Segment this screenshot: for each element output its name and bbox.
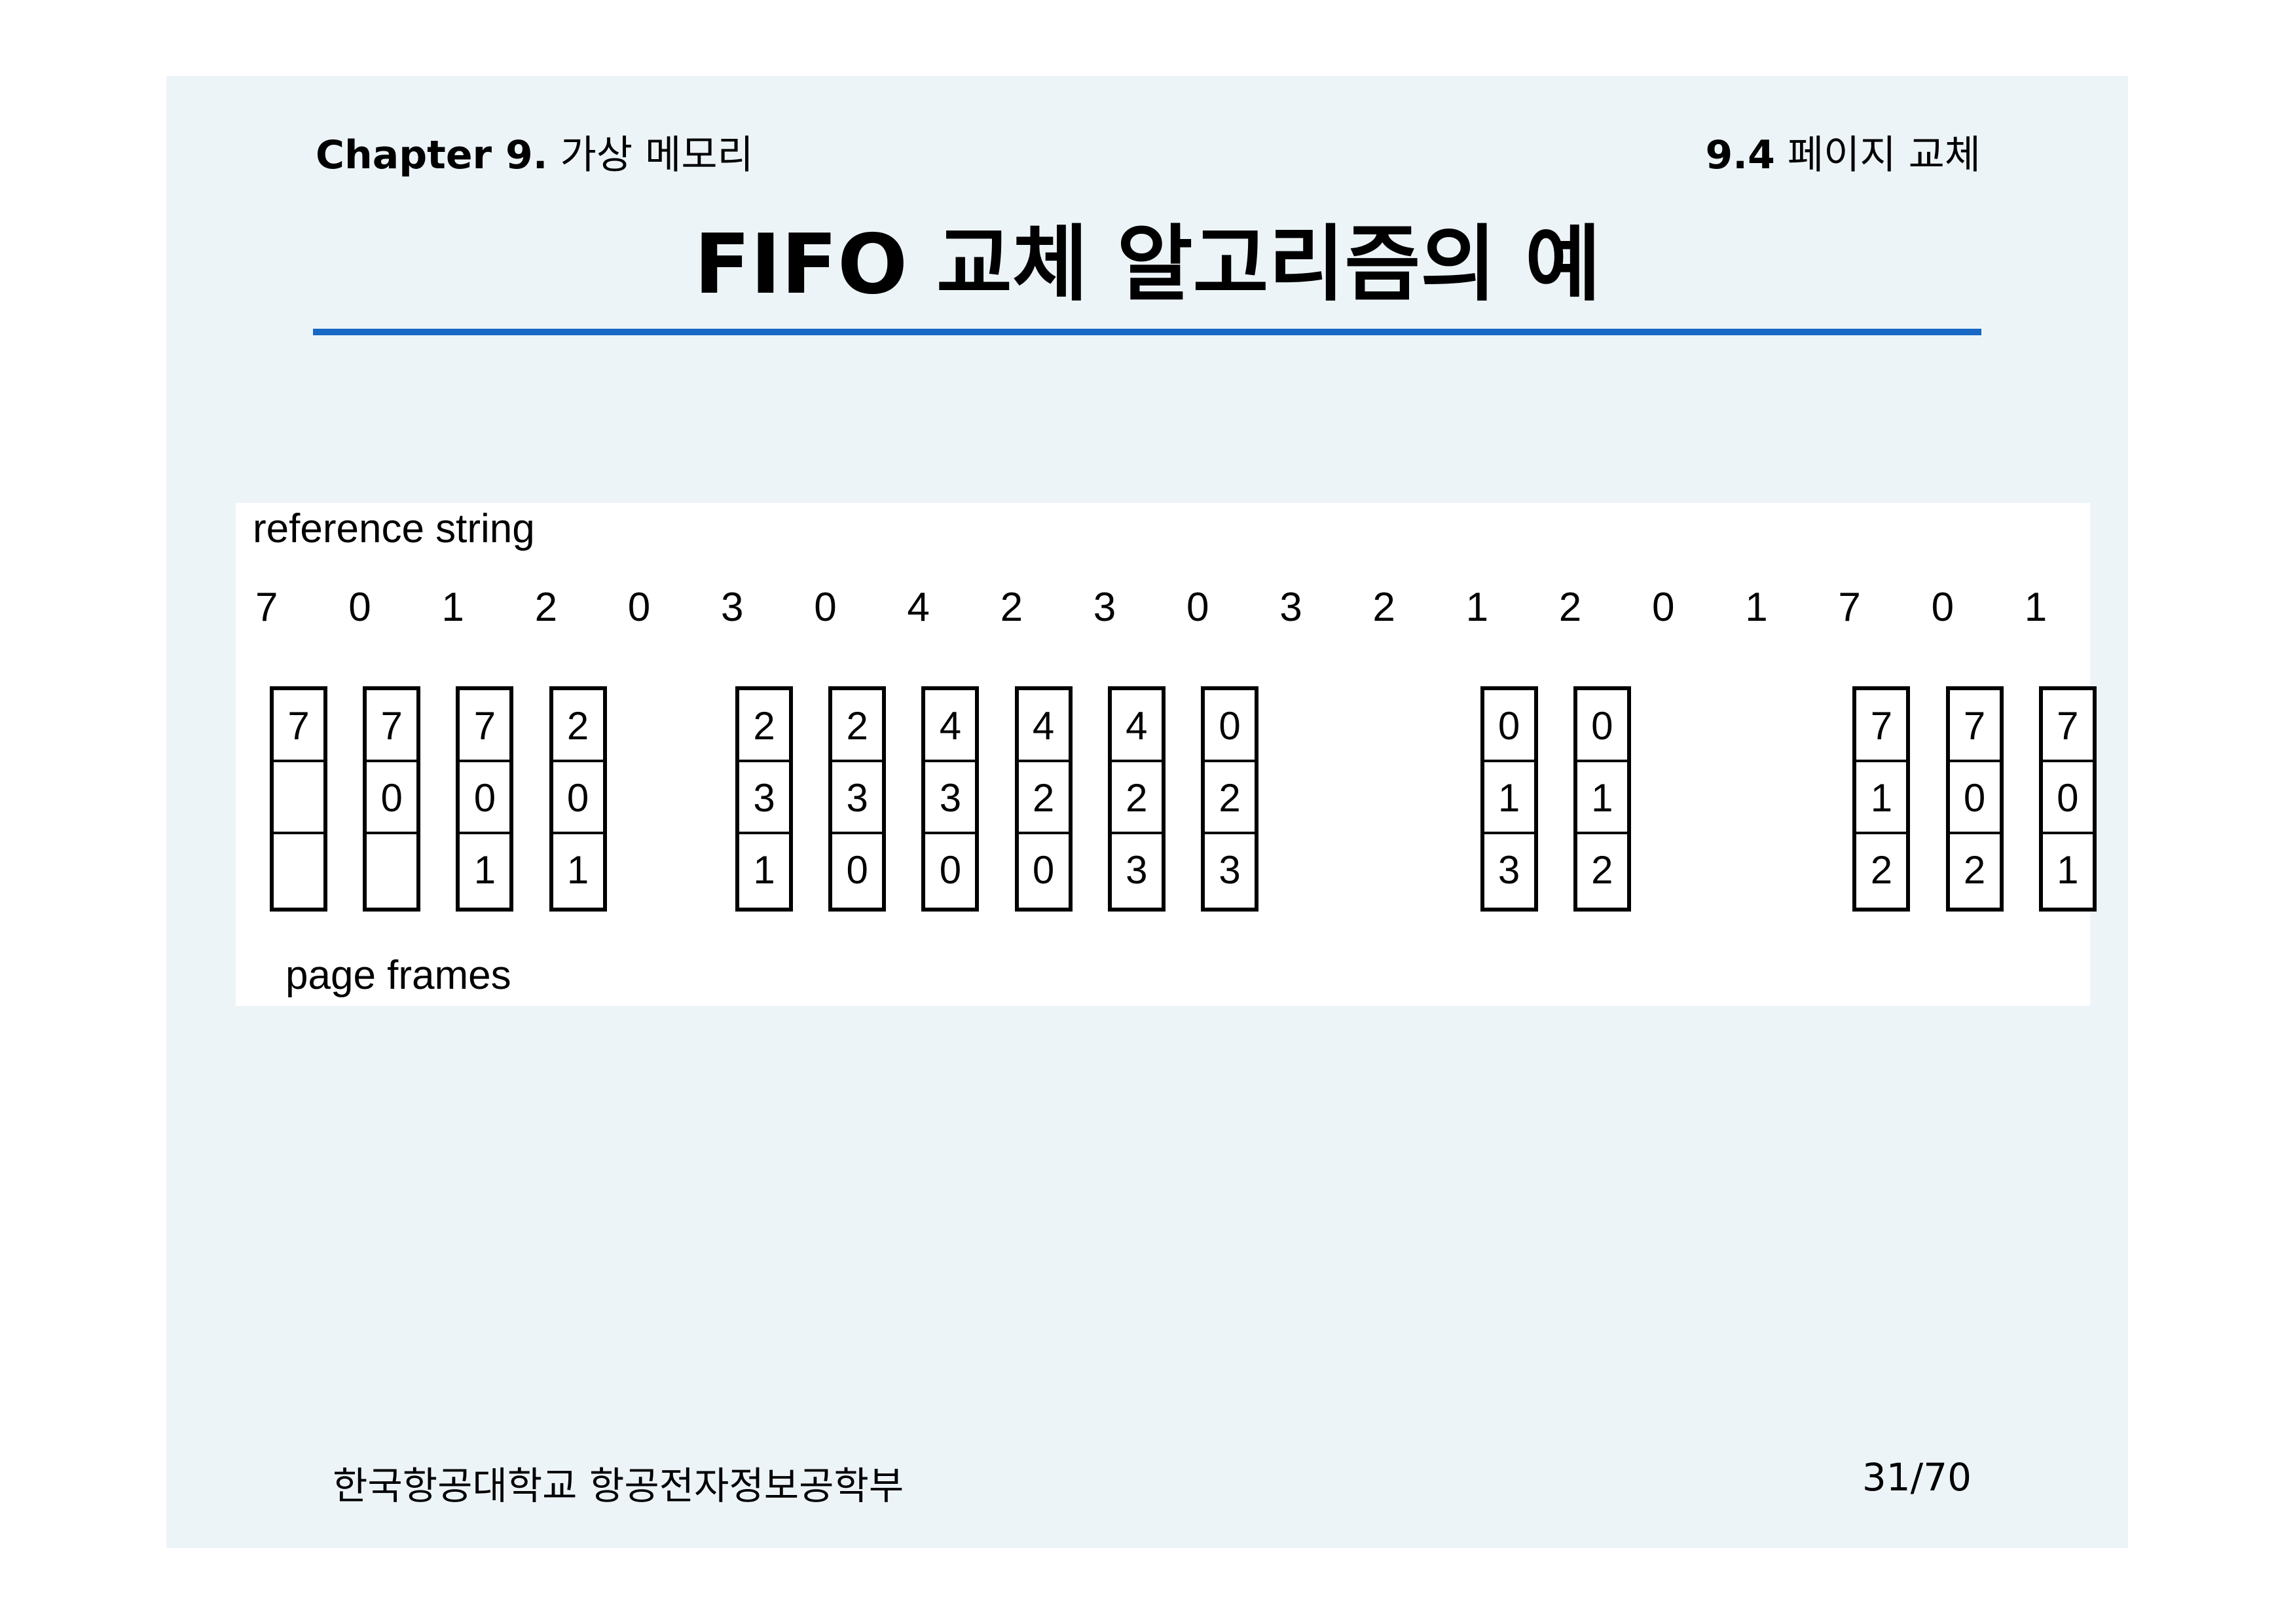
frame-cell: 7 — [367, 690, 417, 762]
reference-item: 2 — [1000, 585, 1023, 630]
title-underline — [313, 329, 1981, 335]
frame-cell: 1 — [473, 848, 496, 892]
reference-item: 7 — [1838, 585, 1861, 630]
reference-string-label: reference string — [253, 506, 535, 551]
reference-item: 1 — [1465, 585, 1489, 630]
frame-cell: 2 — [553, 690, 603, 762]
frame-cell: 7 — [1856, 690, 1907, 762]
reference-item: 0 — [814, 585, 837, 630]
frame-cell: 1 — [753, 848, 775, 892]
slide-title: FIFO 교체 알고리즘의 예 — [693, 216, 1602, 312]
frame-cell: 7 — [1949, 690, 2000, 762]
section-header: 9.4 페이지 교체 — [1706, 123, 1981, 180]
footer-department: 한국항공대학교 항공전자정보공학부 — [333, 1464, 904, 1508]
reference-item: 0 — [1652, 585, 1675, 630]
frame-cell: 1 — [2057, 848, 2079, 892]
reference-item: 0 — [1186, 585, 1209, 630]
frame-cell: 2 — [1111, 762, 1162, 834]
reference-item: 1 — [1745, 585, 1768, 630]
reference-item: 4 — [907, 585, 930, 630]
frame-cell — [274, 834, 323, 908]
reference-item: 3 — [1093, 585, 1116, 630]
frame-cell: 0 — [1205, 690, 1255, 762]
reference-item: 2 — [534, 585, 558, 630]
frame-cell: 7 — [460, 690, 510, 762]
frame-cell: 7 — [2042, 690, 2093, 762]
reference-item: 3 — [1279, 585, 1302, 630]
page-frame-column: 7 — [270, 686, 327, 912]
frame-cell: 2 — [1591, 848, 1613, 892]
frame-cell: 3 — [1219, 848, 1241, 892]
reference-item: 2 — [1372, 585, 1395, 630]
frame-cell: 0 — [553, 762, 603, 834]
frame-cell: 1 — [1484, 762, 1534, 834]
frame-cell — [367, 834, 416, 908]
frame-cell: 0 — [1949, 762, 2000, 834]
frame-cell: 2 — [832, 690, 883, 762]
frame-cell: 3 — [925, 762, 976, 834]
frame-cell: 2 — [739, 690, 789, 762]
frame-cell: 3 — [739, 762, 789, 834]
reference-item: 0 — [627, 585, 651, 630]
section-number: 9.4 — [1705, 132, 1775, 178]
frame-cell: 0 — [939, 848, 962, 892]
frame-cell: 0 — [1484, 690, 1534, 762]
frame-cell: 3 — [832, 762, 883, 834]
reference-item: 7 — [255, 585, 278, 630]
frame-cell: 0 — [1577, 690, 1627, 762]
reference-item: 2 — [1558, 585, 1582, 630]
frame-cell: 0 — [2042, 762, 2093, 834]
reference-item: 1 — [2024, 585, 2047, 630]
frame-cell: 2 — [1205, 762, 1255, 834]
reference-item: 1 — [441, 585, 464, 630]
frame-cell: 1 — [1577, 762, 1627, 834]
frame-cell — [274, 762, 323, 834]
page-number: 31/70 — [1862, 1455, 1972, 1500]
frame-cell: 4 — [1018, 690, 1069, 762]
frame-cell: 1 — [1856, 762, 1907, 834]
frame-cell: 2 — [1870, 848, 1893, 892]
section-title: 페이지 교체 — [1787, 132, 1981, 178]
frame-cell: 1 — [566, 848, 589, 892]
chapter-title: 가상 메모리 — [560, 132, 754, 178]
frame-cell: 0 — [846, 848, 868, 892]
frame-cell: 3 — [1126, 848, 1148, 892]
frame-cell: 0 — [367, 762, 417, 834]
reference-item: 0 — [1931, 585, 1955, 630]
frame-cell: 0 — [1032, 848, 1055, 892]
frame-cell: 7 — [274, 690, 323, 762]
frame-cell: 4 — [1111, 690, 1162, 762]
reference-item: 3 — [721, 585, 744, 630]
frame-cell: 3 — [1497, 848, 1520, 892]
frame-cell: 4 — [925, 690, 976, 762]
page-frames-label: page frames — [285, 953, 511, 998]
chapter-number: Chapter 9. — [316, 132, 548, 178]
frame-cell: 2 — [1963, 848, 1986, 892]
reference-item: 0 — [348, 585, 371, 630]
frame-cell: 2 — [1018, 762, 1069, 834]
chapter-header: Chapter 9. 가상 메모리 — [316, 123, 754, 180]
frame-cell: 0 — [460, 762, 510, 834]
